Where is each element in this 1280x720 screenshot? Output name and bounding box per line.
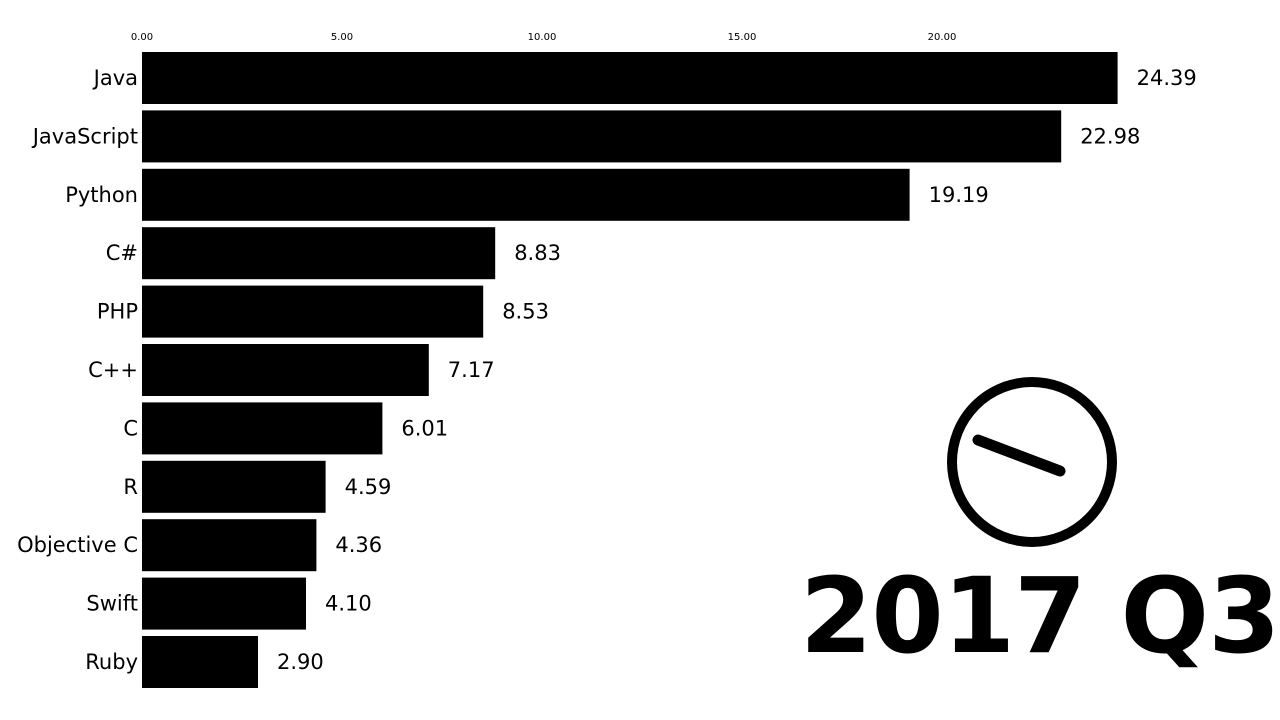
bar — [142, 110, 1062, 163]
category-label: R — [123, 475, 138, 499]
value-label: 2.90 — [277, 650, 324, 674]
x-axis-ticks: 0.00 5.00 10.00 15.00 20.00 — [131, 32, 956, 43]
value-label: 24.39 — [1137, 66, 1197, 90]
category-label: C++ — [88, 358, 138, 382]
value-label: 6.01 — [401, 416, 448, 440]
bar — [142, 460, 326, 513]
x-tick-label: 5.00 — [331, 32, 353, 43]
value-label: 19.19 — [929, 183, 989, 207]
value-label: 22.98 — [1080, 124, 1140, 148]
category-label: C# — [106, 241, 138, 265]
category-label: C — [123, 416, 138, 440]
value-label: 8.83 — [514, 241, 561, 265]
value-label: 7.17 — [448, 358, 495, 382]
category-label: JavaScript — [31, 124, 138, 148]
x-tick-label: 20.00 — [928, 32, 957, 43]
value-label: 4.59 — [345, 475, 392, 499]
bar — [142, 168, 910, 221]
bar — [142, 577, 306, 630]
bar — [142, 227, 496, 280]
category-label: Objective C — [17, 533, 138, 557]
value-label: 8.53 — [502, 300, 549, 324]
category-label: Java — [92, 66, 138, 90]
category-label: Ruby — [85, 650, 138, 674]
bars — [142, 52, 1118, 688]
bar — [142, 285, 484, 338]
category-label: Python — [65, 183, 138, 207]
x-tick-label: 0.00 — [131, 32, 153, 43]
x-tick-label: 15.00 — [728, 32, 757, 43]
x-tick-label: 10.00 — [528, 32, 557, 43]
category-label: PHP — [97, 300, 138, 324]
bar — [142, 402, 383, 455]
bar — [142, 344, 429, 396]
bar — [142, 52, 1118, 104]
category-label: Swift — [86, 592, 138, 616]
value-label: 4.36 — [335, 533, 382, 557]
value-labels: 24.39 22.98 19.19 8.83 8.53 7.17 6.01 4.59 4.36 4… — [277, 66, 1197, 674]
bar — [142, 519, 317, 572]
period-label: 2017 Q3 — [800, 555, 1280, 677]
bar — [142, 636, 258, 688]
category-labels: Java JavaScript Python C# PHP C++ C R Objective … — [17, 66, 138, 674]
clock-icon — [947, 377, 1117, 547]
value-label: 4.10 — [325, 592, 372, 616]
